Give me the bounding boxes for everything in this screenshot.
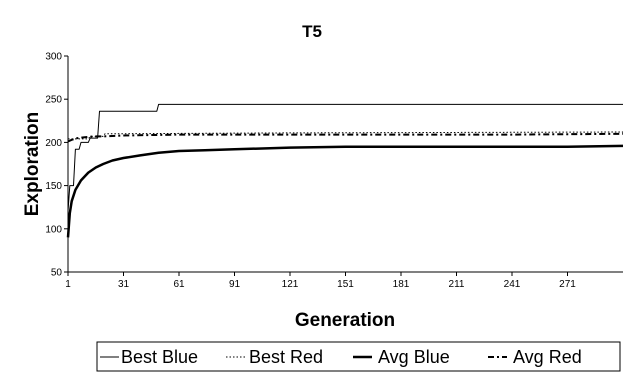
chart-title: T5 <box>302 22 322 41</box>
y-axis-title: Exploration <box>22 112 43 217</box>
x-axis-title: Generation <box>295 310 395 331</box>
legend-label-avg-blue: Avg Blue <box>378 347 450 367</box>
x-tick-label: 91 <box>229 279 241 290</box>
y-tick-label: 250 <box>45 95 62 106</box>
series-line-avg-red <box>67 132 624 143</box>
legend-label-best-red: Best Red <box>249 347 323 367</box>
x-tick-label: 121 <box>282 279 299 290</box>
y-tick-label: 150 <box>45 181 62 192</box>
y-tick-label: 100 <box>45 224 62 235</box>
x-tick-label: 61 <box>173 279 185 290</box>
series-line-best-red <box>68 131 624 140</box>
x-tick-label: 211 <box>449 279 465 290</box>
x-tick-label: 181 <box>393 279 410 290</box>
x-tick-label: 31 <box>118 279 130 290</box>
x-tick-label: 241 <box>504 279 521 290</box>
y-tick-label: 200 <box>45 138 62 149</box>
legend: Best Blue Best Red Avg Blue Avg Red <box>96 341 621 372</box>
legend-label-best-blue: Best Blue <box>121 347 198 367</box>
y-tick-label: 300 <box>45 52 62 63</box>
legend-label-avg-red: Avg Red <box>513 347 582 367</box>
series-line-best-blue <box>67 103 623 212</box>
x-tick-label: 151 <box>337 279 354 290</box>
x-tick-label: 1 <box>65 279 71 290</box>
y-tick-label: 50 <box>51 268 63 279</box>
x-tick-label: 271 <box>559 279 576 290</box>
plot-area: 50 100 150 200 250 300 1 31 61 91 121 151 181 211 241 2… <box>45 52 624 290</box>
series-line-avg-blue <box>66 144 624 238</box>
